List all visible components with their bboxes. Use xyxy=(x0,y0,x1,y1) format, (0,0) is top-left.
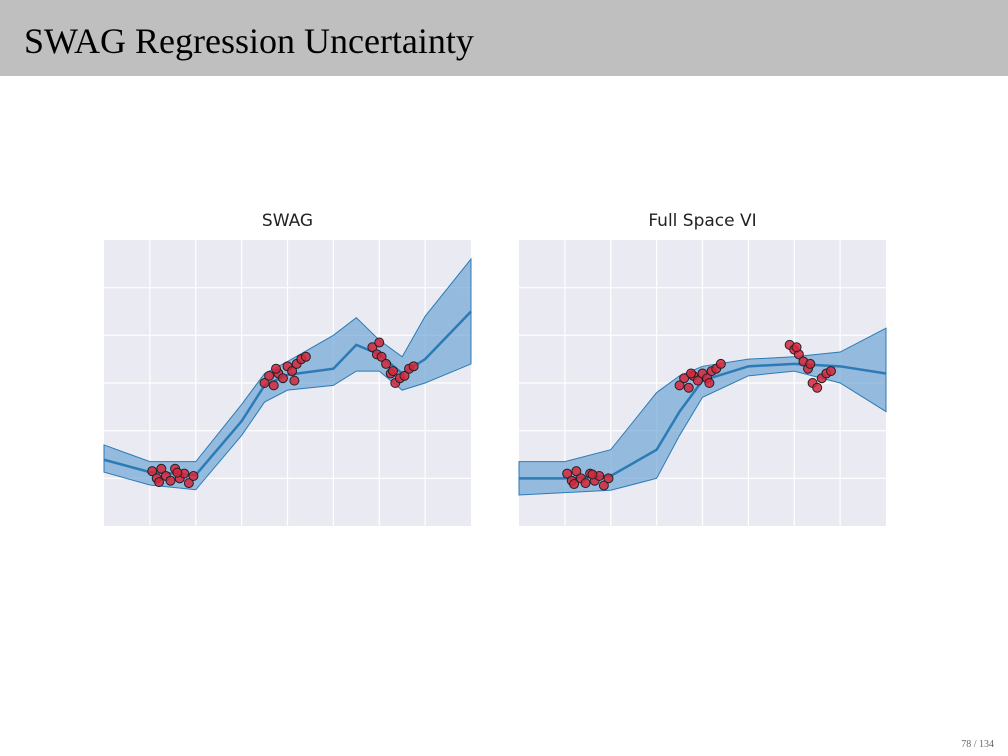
data-point xyxy=(408,361,419,372)
data-point xyxy=(165,475,176,486)
data-point xyxy=(825,366,836,377)
data-point xyxy=(147,466,158,477)
data-point xyxy=(381,358,392,369)
data-point xyxy=(812,382,823,393)
data-point xyxy=(562,468,573,479)
data-point xyxy=(679,373,690,384)
data-point xyxy=(367,342,378,353)
data-point xyxy=(300,351,311,362)
data-point xyxy=(271,363,282,374)
data-point xyxy=(569,479,580,490)
data-point xyxy=(805,358,816,369)
data-point xyxy=(683,382,694,393)
data-point xyxy=(287,366,298,377)
chart-title: SWAG xyxy=(262,211,313,231)
slide-title: SWAG Regression Uncertainty xyxy=(24,21,474,61)
data-point xyxy=(571,466,582,477)
uncertainty-band xyxy=(518,327,887,496)
data-point xyxy=(715,358,726,369)
data-point xyxy=(154,477,165,488)
data-point xyxy=(587,469,598,480)
data-point xyxy=(277,373,288,384)
data-point xyxy=(172,467,183,478)
data-point xyxy=(374,337,385,348)
data-point xyxy=(289,375,300,386)
page-number: 78 / 134 xyxy=(961,739,994,750)
data-point xyxy=(686,368,697,379)
data-point xyxy=(388,366,399,377)
data-point xyxy=(259,378,270,388)
slide-header: SWAG Regression Uncertainty xyxy=(0,0,1008,76)
data-point xyxy=(603,473,614,484)
data-point xyxy=(188,470,199,481)
data-point xyxy=(156,463,167,474)
data-point xyxy=(791,342,802,353)
data-point xyxy=(376,351,387,362)
data-point xyxy=(183,478,194,489)
data-point xyxy=(268,380,279,391)
data-point xyxy=(704,378,715,388)
data-point xyxy=(264,370,275,381)
data-point xyxy=(692,375,703,386)
chart-title: Full Space VI xyxy=(648,211,756,231)
data-point xyxy=(580,478,591,489)
data-point xyxy=(598,480,609,491)
data-point xyxy=(674,380,685,391)
data-point xyxy=(399,370,410,381)
